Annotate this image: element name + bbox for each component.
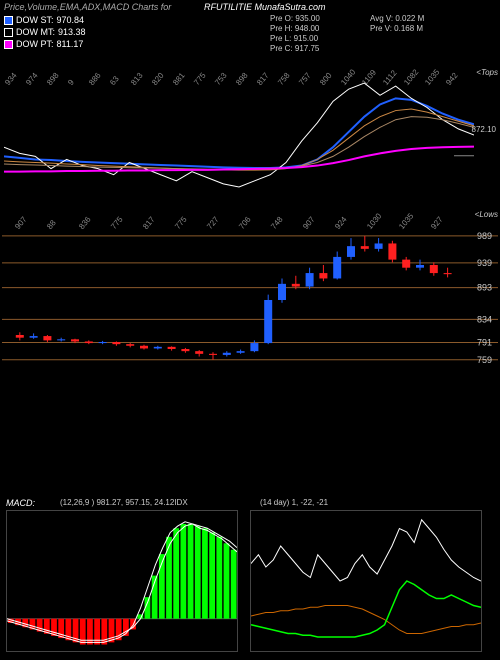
- pre-h: Pre H: 948.00: [270, 24, 320, 34]
- macd-params: (12,26,9 ) 981.27, 957.15, 24.12IDX: [60, 498, 188, 507]
- lows-tick: 924: [333, 215, 348, 231]
- chart-header: Price,Volume,EMA,ADX,MACD Charts for RFU…: [4, 2, 496, 12]
- legend-mt-swatch: [4, 28, 13, 37]
- avg-data-block: Avg V: 0.022 M Pre V: 0.168 M: [370, 14, 424, 34]
- svg-text:893: 893: [477, 283, 492, 293]
- lows-tick: 775: [109, 215, 124, 231]
- lows-tick: 1035: [397, 212, 415, 231]
- legend-pt-value: 811.17: [57, 38, 84, 50]
- candlestick-chart: 989 939 893 834 791 759: [2, 230, 498, 370]
- lows-axis-label: <Lows: [475, 210, 498, 219]
- tops-axis-label: <Tops: [476, 68, 498, 77]
- macd-label: MACD:: [6, 498, 35, 508]
- svg-text:989: 989: [477, 231, 492, 241]
- legend-mt-value: 913.38: [58, 26, 86, 38]
- legend-mt: DOW MT: 913.38: [4, 26, 86, 38]
- macd-title: MACD:: [6, 498, 35, 508]
- lows-tick: 927: [429, 215, 444, 231]
- avg-v: Avg V: 0.022 M: [370, 14, 424, 24]
- lows-tick: 706: [237, 215, 252, 231]
- legend-pt-label: DOW PT:: [16, 38, 54, 50]
- pre-c: Pre C: 917.75: [270, 44, 320, 54]
- lows-tick: 1030: [365, 212, 383, 231]
- lows-tick: 907: [13, 215, 28, 231]
- svg-text:834: 834: [477, 314, 492, 324]
- lows-tick: 748: [269, 215, 284, 231]
- legend-pt-swatch: [4, 40, 13, 49]
- lows-tick: 775: [173, 215, 188, 231]
- ema-chart: [4, 80, 474, 190]
- legend-st-label: DOW ST:: [16, 14, 54, 26]
- svg-text:759: 759: [477, 355, 492, 365]
- adx-chart: [250, 510, 482, 652]
- legend-pt: DOW PT: 811.17: [4, 38, 86, 50]
- legend: DOW ST: 970.84 DOW MT: 913.38 DOW PT: 81…: [4, 14, 86, 50]
- pre-o: Pre O: 935.00: [270, 14, 320, 24]
- title-prefix: Price,Volume,EMA,ADX,MACD Charts for: [4, 2, 171, 12]
- lows-tick: 817: [141, 215, 156, 231]
- legend-st: DOW ST: 970.84: [4, 14, 86, 26]
- svg-text:939: 939: [477, 258, 492, 268]
- lows-tick: 907: [301, 215, 316, 231]
- svg-text:791: 791: [477, 338, 492, 348]
- lows-tick: 727: [205, 215, 220, 231]
- legend-st-value: 970.84: [57, 14, 85, 26]
- macd-chart: [6, 510, 238, 652]
- adx-label: (14 day) 1, -22, -21: [260, 498, 328, 507]
- pre-data-block: Pre O: 935.00 Pre H: 948.00 Pre L: 915.0…: [270, 14, 320, 54]
- lows-tick: 836: [77, 215, 92, 231]
- pre-l: Pre L: 915.00: [270, 34, 320, 44]
- pre-v: Pre V: 0.168 M: [370, 24, 424, 34]
- legend-st-swatch: [4, 16, 13, 25]
- title-symbol: RFUTILITIE MunafaSutra.com: [204, 2, 326, 12]
- legend-mt-label: DOW MT:: [16, 26, 55, 38]
- price-marker: 872.10: [472, 125, 496, 134]
